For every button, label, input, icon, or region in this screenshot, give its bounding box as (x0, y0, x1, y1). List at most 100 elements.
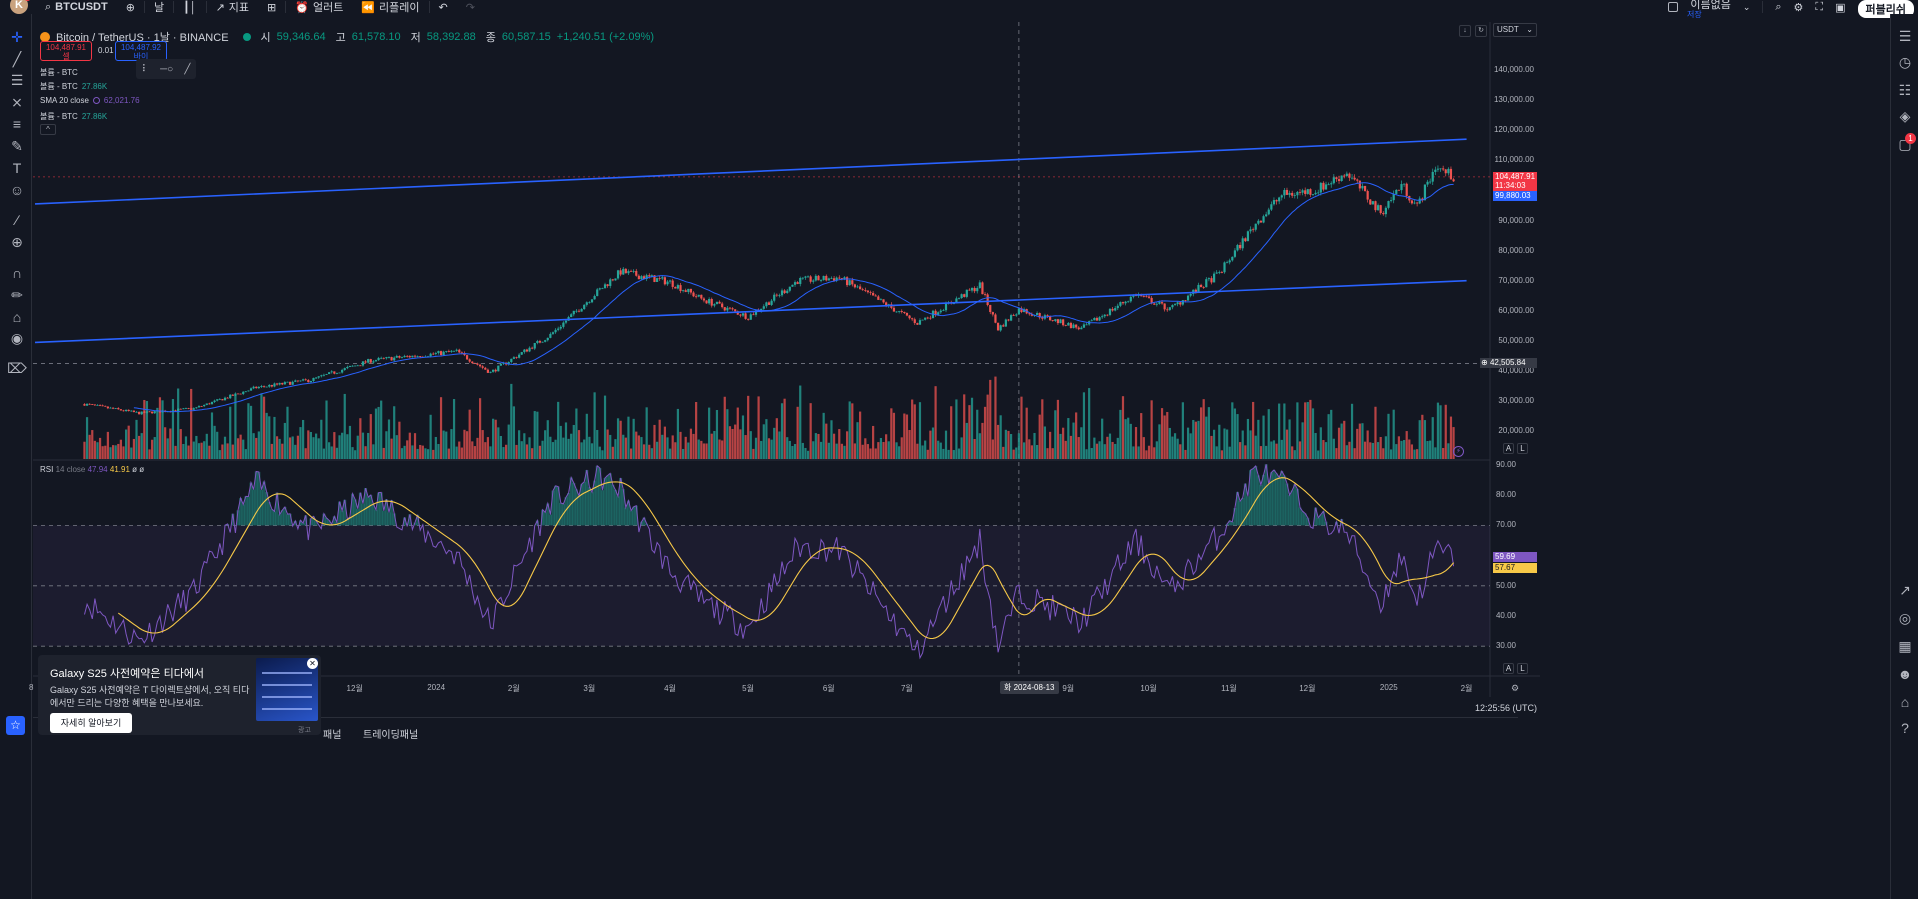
target-icon[interactable]: ◎ (1898, 609, 1912, 626)
camera-icon[interactable]: ▣ (1835, 1, 1846, 14)
fullscreen-icon[interactable]: ⛶ (1815, 0, 1824, 13)
volume-bar (1231, 402, 1234, 459)
candle (723, 307, 726, 311)
ruler-icon[interactable]: ∕ (15, 212, 19, 228)
interval-button[interactable]: 날 (145, 0, 173, 14)
layout-name[interactable]: 이름없음 (1690, 0, 1731, 11)
currency-select[interactable]: USDT ⌄ (1493, 23, 1537, 37)
emoji-icon[interactable]: ☺ (9, 182, 25, 198)
layout-checkbox-icon[interactable] (1668, 2, 1679, 12)
candle (1166, 309, 1169, 311)
price-tick-label: 90,000.00 (1498, 215, 1534, 225)
fib-retracement-icon[interactable]: ☰ (10, 71, 24, 88)
symbol-label: BTCUSDT (55, 1, 108, 13)
templates-button[interactable]: ⊞ (258, 0, 285, 14)
undo-button[interactable]: ↶ (430, 0, 457, 14)
drag-handle-icon[interactable]: ⠇ (141, 63, 149, 75)
crosshair-icon[interactable]: ✛ (11, 28, 23, 45)
candle (632, 270, 635, 272)
quick-search-icon[interactable]: ⌕ (1775, 0, 1782, 13)
trend-line-icon[interactable]: ╱ (12, 50, 22, 67)
time-axis-settings-icon[interactable]: ⚙ (1511, 683, 1520, 693)
rsi-tick-label: 70.00 (1495, 520, 1516, 530)
series-title[interactable]: Bitcoin / TetherUS · 1날 · BINANCE (56, 32, 229, 44)
volume-bar (1288, 419, 1291, 459)
calendar-icon[interactable]: ▦ (1898, 637, 1912, 654)
candle (1054, 319, 1057, 322)
auto-scale-button[interactable]: A (1503, 443, 1514, 454)
horizontal-line-icon[interactable]: ─○ (160, 63, 174, 75)
trend-line-icon[interactable]: ╱ (184, 63, 191, 75)
ad-learn-more-button[interactable]: 자세히 알아보기 (50, 713, 132, 733)
watchlist-icon[interactable]: ☰ (1898, 27, 1912, 44)
volume-bar (676, 408, 680, 459)
layout-menu-chevron-icon[interactable]: ⌄ (1742, 1, 1751, 12)
candle (955, 298, 958, 304)
magnet-icon[interactable]: ∩ (11, 265, 23, 281)
pattern-icon[interactable]: ⨯ (11, 93, 23, 110)
volume-bar (965, 422, 968, 459)
tab-panel[interactable]: 패널 (323, 730, 342, 741)
volume-bar (424, 448, 427, 459)
prediction-icon[interactable]: ≡ (12, 116, 22, 132)
candle (754, 310, 758, 315)
utc-clock[interactable]: 12:25:56 (UTC) (1475, 703, 1538, 713)
candle (575, 310, 578, 312)
candle (924, 317, 927, 320)
layers-icon[interactable]: ◈ (1899, 107, 1911, 124)
add-alert-plus-icon[interactable]: ⊕ (1481, 358, 1488, 367)
buy-button[interactable]: 104,487.92 바이 (115, 41, 167, 61)
tab-trading-panel[interactable]: 트레이딩패널 (363, 730, 419, 741)
lightning-icon[interactable]: ⚡ (1453, 446, 1464, 457)
candle (1244, 238, 1247, 242)
indicators-button[interactable]: ↗ 지표 (207, 0, 258, 15)
trash-icon[interactable]: ⌦ (7, 359, 27, 376)
community-icon[interactable]: ☻ (1897, 666, 1913, 682)
rsi-legend[interactable]: RSI 14 close 47.94 41.91 ø ø (40, 465, 144, 474)
publish-button[interactable]: 퍼블리쉬 (1857, 0, 1914, 18)
volume-bar (182, 443, 185, 459)
text-tool-icon[interactable]: T (12, 160, 22, 176)
sma-legend[interactable]: SMA 20 close 62,021.76 (40, 96, 140, 105)
compare-button[interactable]: ⊕ (117, 0, 144, 14)
eye-icon[interactable]: ◉ (10, 329, 24, 346)
lock-icon[interactable]: ⌂ (12, 309, 22, 325)
ideas-icon[interactable]: ↗ (1899, 581, 1911, 598)
ad-image[interactable] (256, 658, 318, 721)
rsi-auto-scale-button[interactable]: A (1503, 663, 1514, 674)
data-window-icon[interactable]: ☷ (1898, 81, 1912, 98)
stay-drawing-icon[interactable]: ✏ (11, 286, 23, 303)
volume-legend-2[interactable]: 볼륨 - BTC 27.86K (40, 81, 107, 92)
volume-bar (682, 448, 685, 459)
ad-close-icon[interactable]: ✕ (307, 658, 318, 669)
alert-button[interactable]: ⏰ 얼러트 (286, 0, 352, 15)
collapse-legend-button[interactable]: ^ (40, 124, 56, 135)
rsi-log-scale-button[interactable]: L (1517, 663, 1528, 674)
candle (190, 408, 193, 410)
volume-bar (762, 424, 765, 459)
redo-button[interactable]: ↷ (457, 0, 484, 14)
settings-gear-icon[interactable]: ⚙ (1793, 1, 1804, 14)
volume-legend-3[interactable]: 볼륨 - BTC 27.86K (40, 111, 107, 122)
help-icon[interactable]: ? (1901, 720, 1909, 736)
symbol-search-button[interactable]: ⌕ BTCUSDT (36, 0, 117, 14)
brush-icon[interactable]: ✎ (11, 137, 23, 154)
candle (312, 377, 315, 382)
user-avatar[interactable]: K (10, 0, 31, 14)
replay-button[interactable]: ⏪ 리플레이 (352, 0, 428, 15)
volume-legend-1[interactable]: 볼륨 - BTC (40, 67, 78, 78)
volume-bar (588, 436, 591, 459)
notifications-bell-icon[interactable]: ⌂ (1900, 694, 1910, 710)
volume-bar (231, 444, 234, 459)
candle (801, 277, 804, 279)
candle (1358, 180, 1361, 189)
chart-type-button[interactable]: ┃│ (174, 0, 206, 14)
favorites-star-icon[interactable]: ☆ (6, 716, 25, 735)
arrow-down-icon[interactable]: ↓ (1459, 25, 1471, 37)
zoom-in-icon[interactable]: ⊕ (11, 233, 23, 250)
refresh-icon[interactable]: ↻ (1475, 25, 1487, 37)
sell-button[interactable]: 104,487.91 셀 (40, 41, 92, 61)
alerts-clock-icon[interactable]: ◷ (1898, 53, 1912, 70)
log-scale-button[interactable]: L (1517, 443, 1528, 454)
